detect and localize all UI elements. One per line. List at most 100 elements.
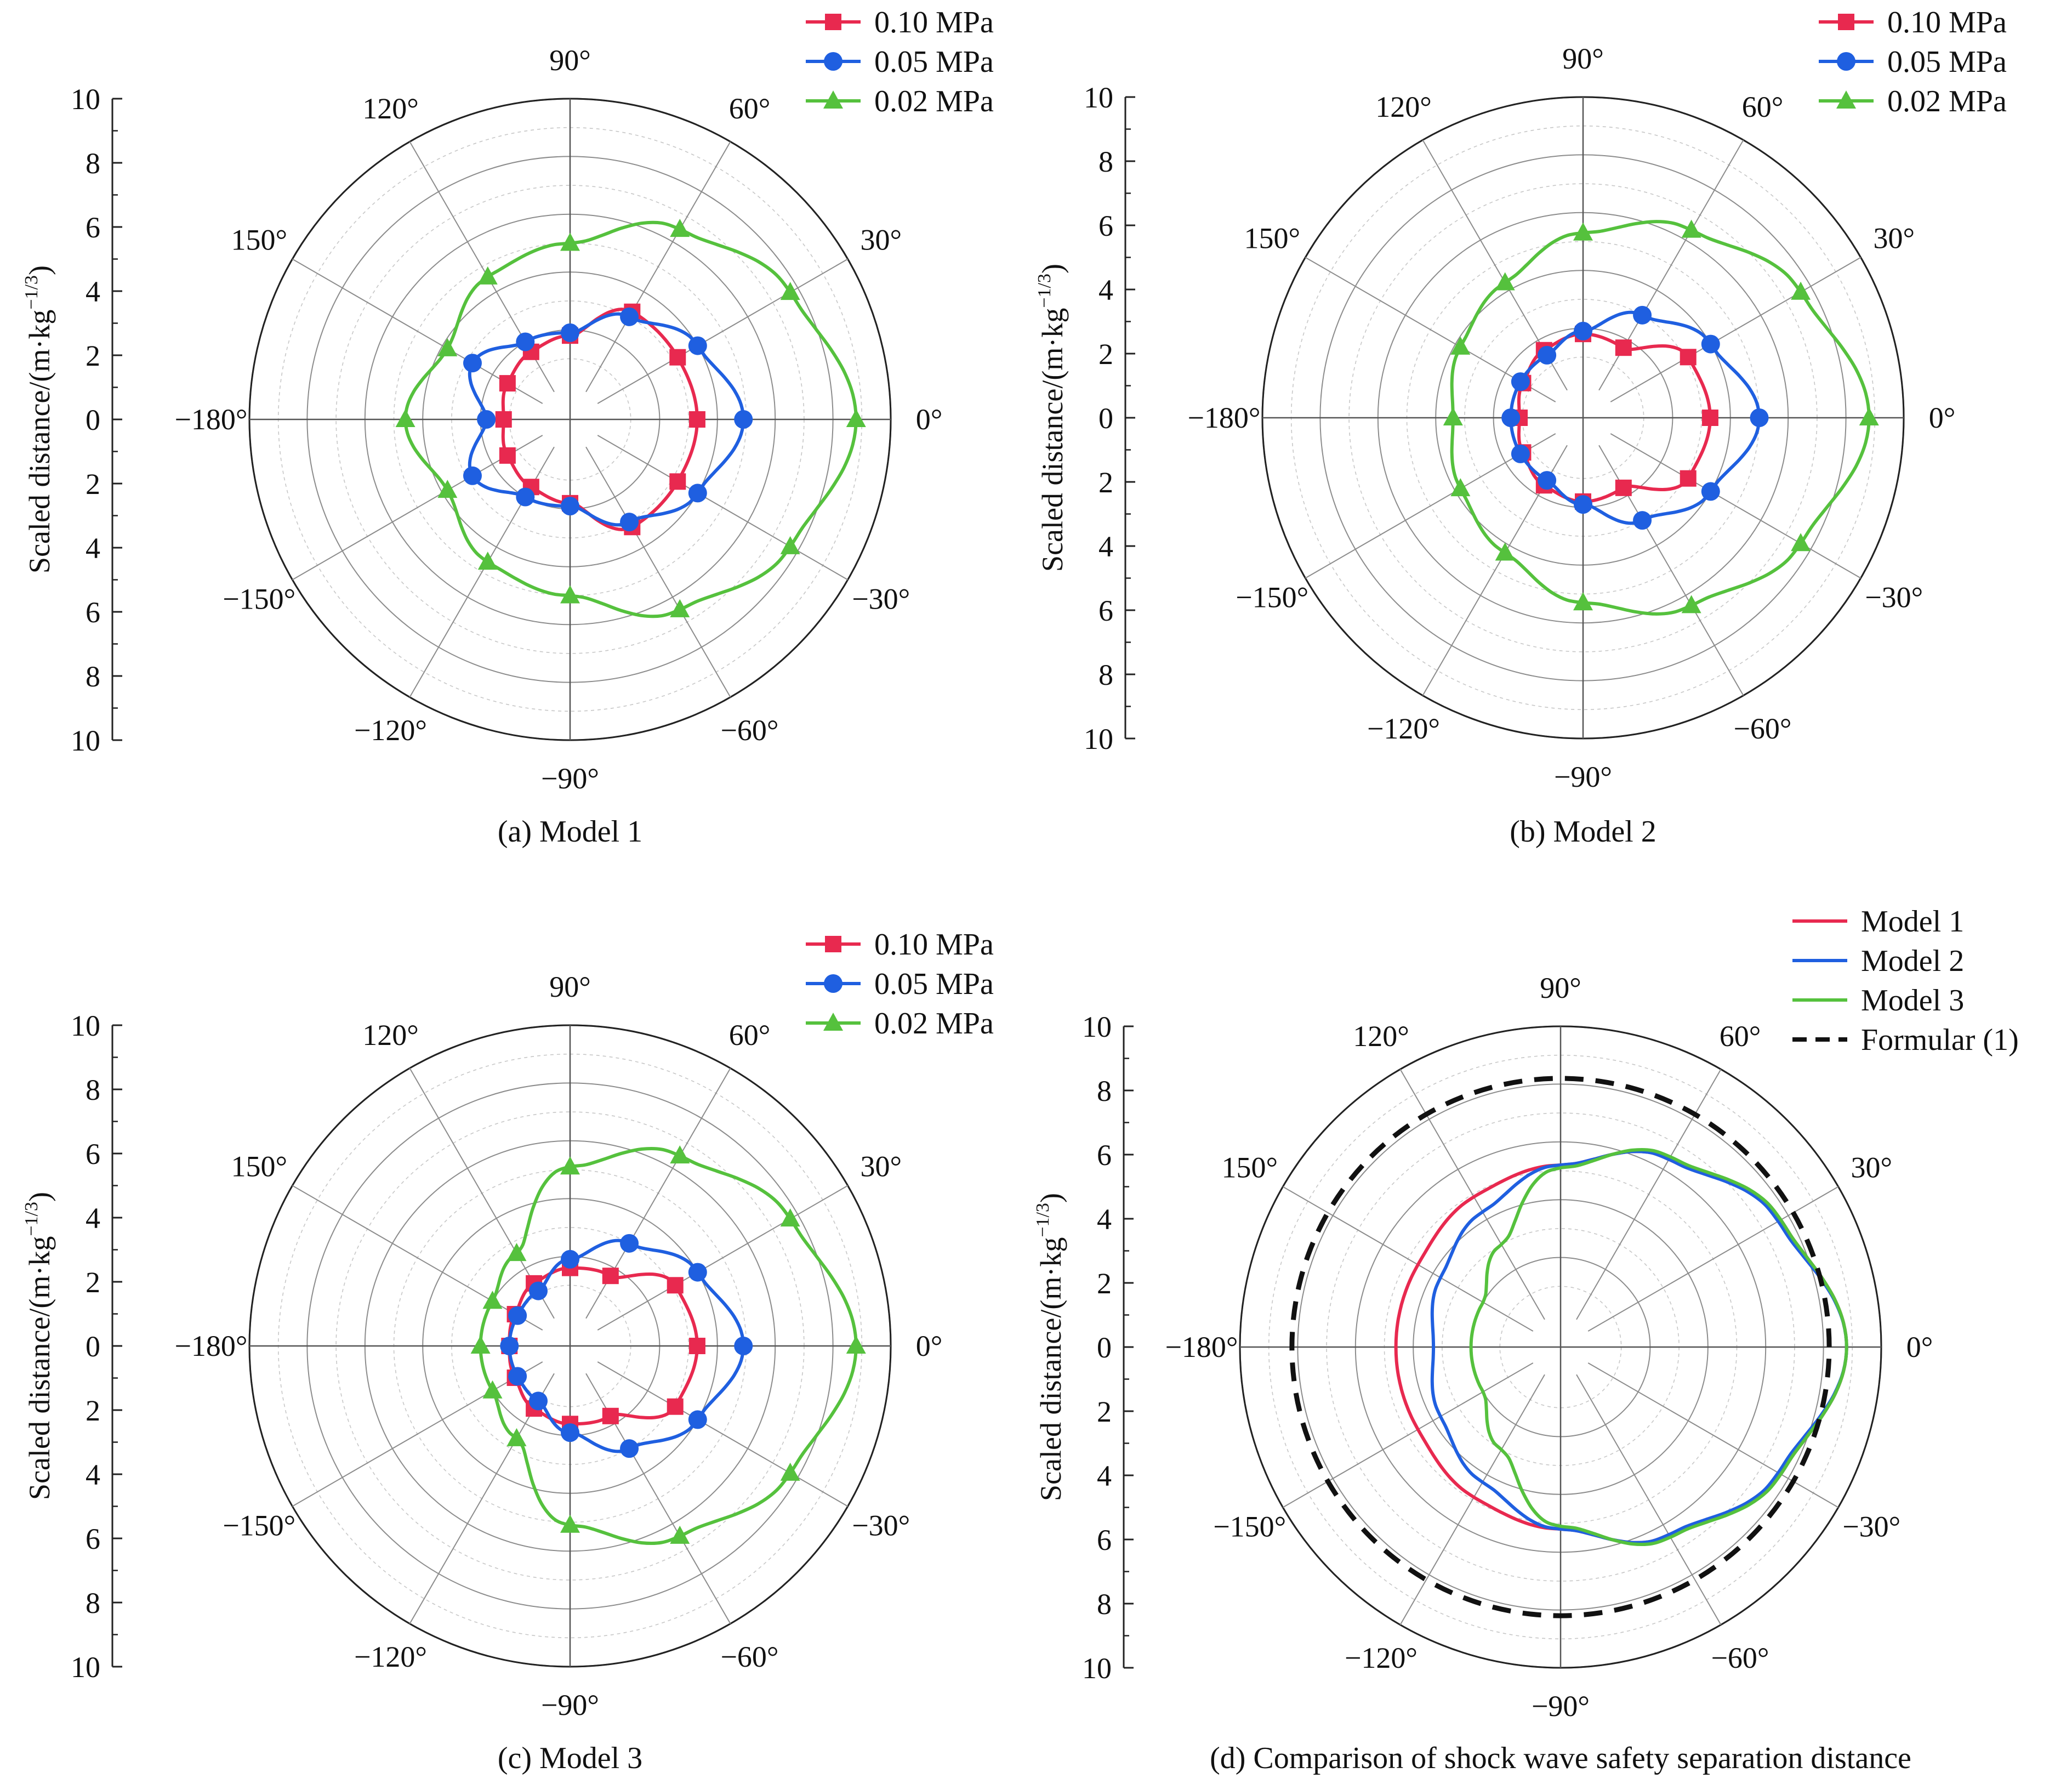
series-1 [500,1234,753,1458]
data-point-marker [516,487,535,507]
grid-spoke [1587,1186,1839,1332]
radial-tick-label: 6 [1097,1139,1112,1172]
grid-spoke [1576,1069,1722,1320]
radial-tick-label: 4 [1098,274,1113,306]
data-point-marker [1511,444,1530,463]
grid-spoke [597,435,849,581]
data-point-marker [669,473,686,490]
data-point-marker [1573,222,1593,241]
grid-spoke [292,1361,543,1507]
data-point-marker [1538,471,1557,490]
data-point-marker [1701,482,1720,501]
angle-tick-label: 0° [916,403,943,436]
data-point-marker [1750,408,1769,427]
radial-tick-label: 2 [1097,1267,1112,1300]
data-point-marker [667,1398,684,1415]
angle-tick-label: −90° [541,762,599,795]
grid-spoke [1610,257,1862,402]
grid-spoke [292,1185,543,1331]
radial-tick-label: 6 [86,1522,100,1555]
legend-swatch-marker [824,52,843,71]
angle-tick-label: 90° [1562,42,1604,75]
data-point-marker [1450,478,1471,497]
data-point-marker [500,1337,519,1355]
radial-tick-label: 0 [86,404,100,436]
data-point-marker [470,1336,491,1354]
data-point-marker [670,599,690,617]
radial-tick-label: 6 [1098,594,1113,627]
data-point-marker [1511,372,1530,391]
data-point-marker [602,1407,619,1424]
angle-tick-label: 60° [729,1019,771,1052]
grid-spoke [597,258,849,404]
legend-label: 0.10 MPa [874,928,994,962]
angle-tick-label: −90° [1554,760,1612,793]
legend-swatch-marker [825,936,841,952]
legend-label: 0.10 MPa [1887,5,2007,39]
data-point-marker [516,332,535,351]
radial-tick-label: 10 [71,724,100,757]
radial-tick-label: 4 [86,532,100,565]
data-point-marker [780,1208,800,1227]
data-point-marker [395,409,415,427]
data-point-marker [1681,219,1701,238]
angle-tick-label: −150° [1236,581,1308,614]
y-axis-label-exponent: −1/3 [1034,274,1055,308]
legend-label: Formular (1) [1861,1023,2019,1057]
angle-tick-label: 120° [362,92,419,125]
radial-tick-label: 4 [1097,1459,1112,1492]
angle-tick-label: 90° [1540,971,1581,1004]
y-axis-label-close: ) [1034,1193,1067,1203]
panel-caption: (d) Comparison of shock wave safety sepa… [1210,1741,1911,1775]
angle-tick-label: −60° [1711,1641,1769,1674]
grid-spoke [585,141,731,393]
data-point-marker [437,338,458,356]
data-point-marker [1615,339,1632,356]
radial-tick-label: 6 [1098,209,1113,242]
panel-caption: (b) Model 2 [1510,815,1657,849]
radial-tick-label: 10 [71,83,100,116]
data-point-marker [670,219,690,237]
angle-tick-label: −30° [1865,581,1923,614]
legend-swatch-marker [1838,14,1854,30]
data-point-marker [1680,470,1697,487]
data-point-marker [529,1391,548,1411]
y-axis-label-main: Scaled distance/(m·kg [23,1236,56,1500]
series-line [1289,1076,1832,1618]
angle-tick-label: 30° [1851,1151,1892,1184]
data-point-marker [561,497,579,516]
data-point-marker [620,1439,639,1458]
angle-tick-label: −150° [1213,1510,1286,1543]
radial-tick-label: 2 [1098,338,1113,371]
radial-tick-label: 8 [1097,1075,1112,1107]
data-point-marker [620,307,639,326]
radial-tick-label: 4 [86,1458,100,1491]
data-point-marker [560,1514,580,1533]
radial-tick-label: 2 [86,1394,100,1427]
y-axis-label-close: ) [23,265,56,275]
data-point-marker [1615,479,1632,496]
data-point-marker [1573,592,1593,611]
legend-swatch-marker [1837,52,1855,71]
legend-swatch-marker [823,1013,843,1031]
data-point-marker [482,1380,503,1399]
radial-tick-label: 8 [86,147,100,180]
data-point-marker [670,1525,690,1544]
angle-tick-label: 0° [1906,1331,1933,1363]
angle-tick-label: −120° [1345,1641,1418,1674]
angle-tick-label: −30° [852,583,910,616]
angle-tick-label: −120° [354,714,427,747]
series-2 [395,219,866,618]
data-point-marker [560,232,580,251]
radial-tick-label: 8 [86,1587,100,1620]
data-point-marker [1538,345,1557,365]
series-2 [470,1145,866,1546]
data-point-marker [1791,281,1811,300]
panels: 0°30°60°90°120°150°−180°−150°−120°−90°−6… [21,5,2019,1775]
polar-panel-1: 0° 30° 60° 90° 120° 150° −180° −150° −120° −90° −6… [1034,5,2007,849]
legend-label: 0.05 MPa [874,967,994,1001]
y-axis-label-close: ) [23,1192,56,1202]
angle-tick-label: 150° [1244,222,1300,255]
data-point-marker [508,1367,527,1386]
angle-tick-label: 0° [1929,401,1956,434]
